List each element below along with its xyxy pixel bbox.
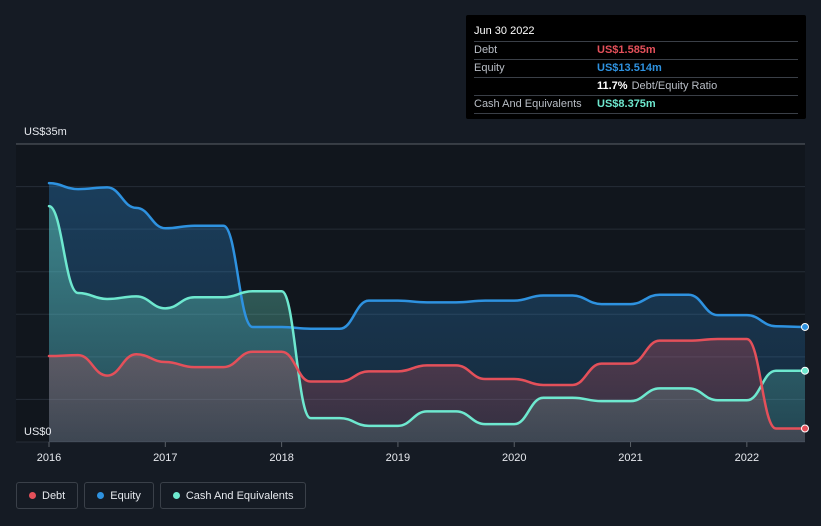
tooltip-cash-value: US$8.375m xyxy=(597,98,656,110)
tooltip-cash-label: Cash And Equivalents xyxy=(474,98,582,110)
tooltip-row-equity: Equity US$13.514m xyxy=(474,59,798,77)
x-tick-label: 2017 xyxy=(153,452,177,464)
tooltip-row-debt: Debt US$1.585m xyxy=(474,41,798,59)
tooltip-ratio-value: 11.7% xyxy=(597,80,628,92)
chart-legend: Debt Equity Cash And Equivalents xyxy=(16,482,307,510)
legend-cash-label: Cash And Equivalents xyxy=(185,489,294,502)
x-tick-label: 2018 xyxy=(269,452,293,464)
debt-line xyxy=(47,337,807,430)
tooltip-debt-value: US$1.585m xyxy=(597,44,656,56)
legend-item-equity[interactable]: Equity xyxy=(84,482,154,509)
debt-end-marker[interactable] xyxy=(801,424,809,433)
tooltip-equity-value: US$13.514m xyxy=(597,62,662,74)
equity-dot-icon xyxy=(97,492,105,499)
y-axis-bottom-label: US$0 xyxy=(24,426,52,438)
y-axis-top-label: US$35m xyxy=(24,126,67,138)
tooltip-debt-label: Debt xyxy=(474,44,498,56)
x-tick-label: 2019 xyxy=(386,452,410,464)
equity-line xyxy=(47,181,807,331)
tooltip-equity-label: Equity xyxy=(474,62,505,74)
tooltip-ratio-label: Debt/Equity Ratio xyxy=(631,80,718,92)
legend-item-debt[interactable]: Debt xyxy=(16,482,79,509)
tooltip-row-cash: Cash And Equivalents US$8.375m xyxy=(474,95,798,114)
tooltip-date: Jun 30 2022 xyxy=(474,25,535,37)
cash-end-marker[interactable] xyxy=(801,366,809,375)
cash-dot-icon xyxy=(172,492,180,499)
x-tick-label: 2021 xyxy=(618,452,642,464)
legend-debt-label: Debt xyxy=(42,489,66,502)
tooltip-row-ratio: 11.7% Debt/Equity Ratio xyxy=(474,77,798,95)
x-tick-label: 2020 xyxy=(502,452,526,464)
tooltip-panel: Jun 30 2022 Debt US$1.585m Equity US$13.… xyxy=(466,15,806,119)
legend-item-cash[interactable]: Cash And Equivalents xyxy=(159,482,307,509)
legend-equity-label: Equity xyxy=(110,489,141,502)
cash-line xyxy=(47,204,807,428)
equity-end-marker[interactable] xyxy=(801,322,809,331)
debt-dot-icon xyxy=(29,492,36,499)
x-tick-label: 2022 xyxy=(735,452,759,464)
x-tick-label: 2016 xyxy=(37,452,61,464)
